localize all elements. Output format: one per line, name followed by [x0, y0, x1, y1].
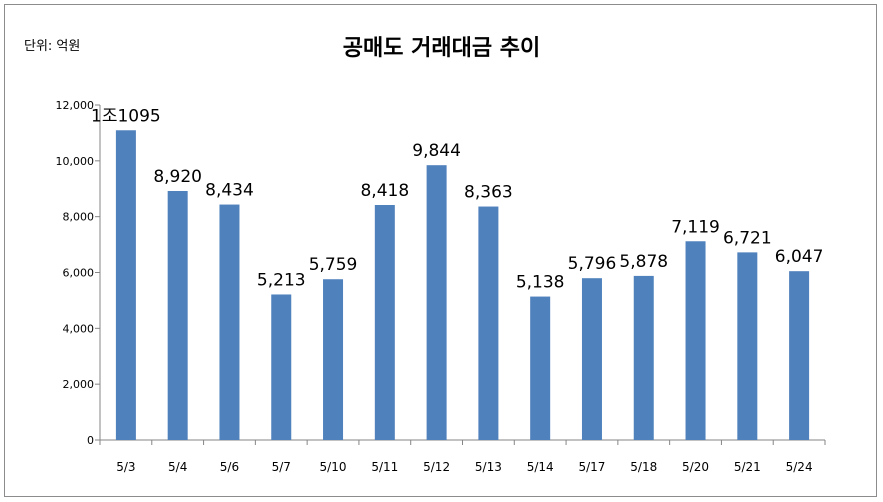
data-label: 1조1095 — [91, 106, 161, 126]
x-tick-label: 5/11 — [371, 460, 398, 474]
bar — [219, 204, 240, 440]
data-label: 5,213 — [257, 270, 306, 290]
x-tick-label: 5/10 — [320, 460, 347, 474]
x-tick-label: 5/13 — [475, 460, 502, 474]
bar — [633, 275, 654, 440]
data-label: 6,047 — [775, 247, 824, 267]
data-label: 5,878 — [619, 252, 668, 272]
bar — [271, 294, 292, 440]
unit-label: 단위: 억원 — [24, 39, 81, 54]
x-tick-label: 5/7 — [272, 460, 291, 474]
data-label: 5,138 — [516, 273, 565, 293]
x-tick-label: 5/3 — [116, 460, 135, 474]
data-label: 8,434 — [205, 181, 254, 201]
bar — [426, 165, 447, 440]
data-label: 8,418 — [360, 181, 409, 201]
y-tick-label: 0 — [87, 434, 94, 447]
y-tick-label: 2,000 — [63, 378, 95, 391]
data-label: 8,363 — [464, 183, 513, 203]
y-tick-label: 12,000 — [56, 99, 95, 112]
x-tick-label: 5/24 — [786, 460, 813, 474]
x-tick-label: 5/21 — [734, 460, 761, 474]
data-label: 7,119 — [671, 217, 720, 237]
x-tick-label: 5/12 — [423, 460, 450, 474]
x-tick-label: 5/17 — [578, 460, 605, 474]
bar — [374, 204, 395, 440]
x-tick-label: 5/18 — [630, 460, 657, 474]
x-tick-label: 5/14 — [527, 460, 554, 474]
bar — [323, 279, 344, 440]
data-label: 6,721 — [723, 228, 772, 248]
x-tick-label: 5/6 — [220, 460, 239, 474]
y-tick-label: 4,000 — [63, 322, 95, 335]
bar — [581, 278, 602, 440]
bar — [530, 296, 551, 440]
bar — [789, 271, 810, 440]
x-tick-label: 5/4 — [168, 460, 187, 474]
data-label: 5,759 — [309, 255, 358, 275]
chart-title: 공매도 거래대금 추이 — [342, 36, 541, 61]
data-label: 9,844 — [412, 141, 461, 161]
y-tick-label: 10,000 — [56, 155, 95, 168]
data-label: 5,796 — [568, 254, 617, 274]
bar — [685, 241, 706, 440]
bar — [737, 252, 758, 440]
bar — [167, 190, 188, 440]
bars — [115, 130, 810, 440]
bar — [115, 130, 136, 440]
bar — [478, 206, 499, 440]
y-tick-label: 6,000 — [63, 267, 95, 280]
x-tick-label: 5/20 — [682, 460, 709, 474]
data-label: 8,920 — [153, 167, 202, 187]
y-tick-label: 8,000 — [63, 211, 95, 224]
